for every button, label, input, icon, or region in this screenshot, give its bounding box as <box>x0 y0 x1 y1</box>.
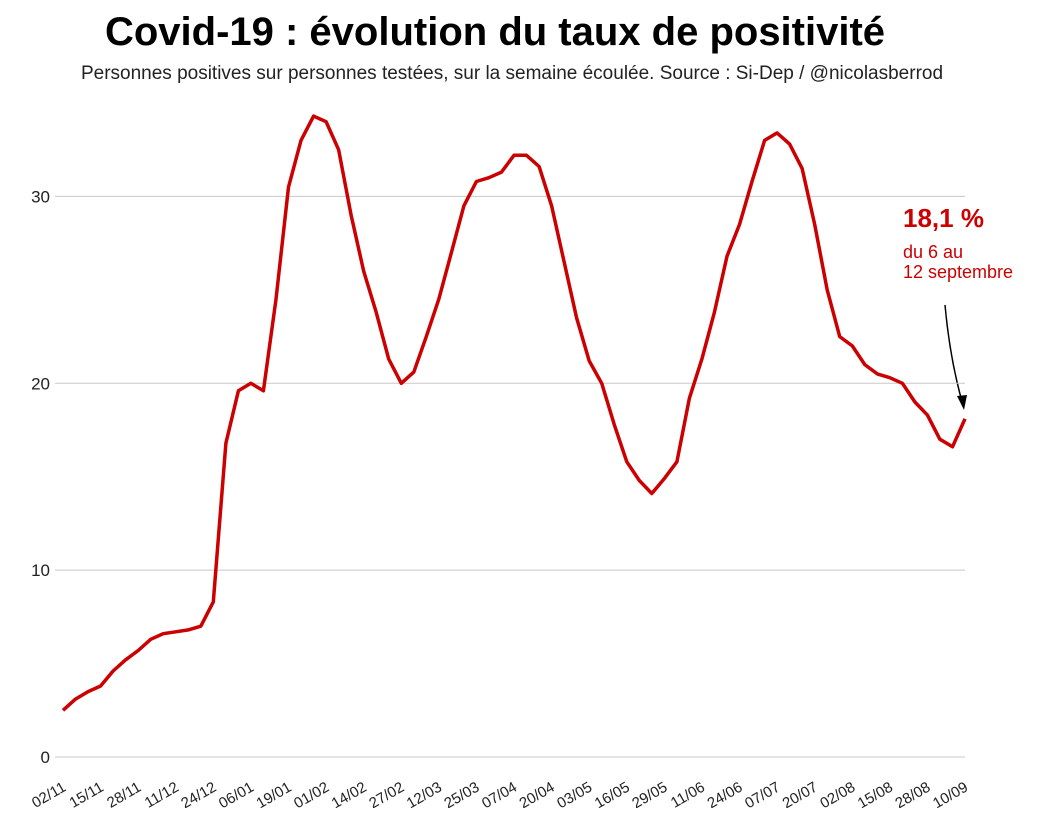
annotation-value: 18,1 % <box>903 203 984 233</box>
chart-subtitle: Personnes positives sur personnes testée… <box>81 63 943 84</box>
x-tick-label: 07/04 <box>479 779 520 808</box>
x-tick-label: 11/12 <box>142 779 182 808</box>
annotation-text: 12 septembre <box>903 262 1013 282</box>
x-tick-label: 11/06 <box>668 779 708 808</box>
x-tick-label: 29/05 <box>629 779 670 808</box>
x-tick-label: 19/01 <box>253 779 294 808</box>
x-tick-label: 16/05 <box>592 779 633 808</box>
x-tick-label: 28/11 <box>104 779 144 808</box>
x-tick-label: 02/08 <box>817 779 858 808</box>
x-tick-label: 20/07 <box>780 779 821 808</box>
x-tick-label: 15/08 <box>855 779 896 808</box>
x-tick-label: 25/03 <box>441 779 482 808</box>
x-tick-label: 28/08 <box>892 779 933 808</box>
annotation-arrowhead <box>957 395 967 410</box>
x-tick-label: 07/07 <box>742 779 783 808</box>
annotation-arrow <box>944 304 964 406</box>
line <box>61 114 967 712</box>
x-tick-label: 06/01 <box>216 779 257 808</box>
x-tick-label: 27/02 <box>366 779 407 808</box>
y-tick-label: 0 <box>41 748 50 767</box>
x-tick-label: 01/02 <box>291 779 332 808</box>
y-tick-label: 10 <box>31 561 50 580</box>
x-tick-label: 20/04 <box>517 779 558 808</box>
x-tick-label: 24/06 <box>704 779 745 808</box>
y-tick-label: 20 <box>31 374 50 393</box>
x-tick-label: 12/03 <box>404 779 445 808</box>
y-tick-label: 30 <box>31 187 50 206</box>
chart-title: Covid-19 : évolution du taux de positivi… <box>105 10 885 54</box>
x-tick-label: 10/09 <box>930 779 971 808</box>
x-tick-label: 15/11 <box>67 779 107 808</box>
x-tick-label: 03/05 <box>554 779 595 808</box>
annotation-text: du 6 au <box>903 242 963 262</box>
x-tick-label: 02/11 <box>29 779 69 808</box>
x-tick-label: 24/12 <box>178 779 219 808</box>
x-tick-label: 14/02 <box>329 779 370 808</box>
